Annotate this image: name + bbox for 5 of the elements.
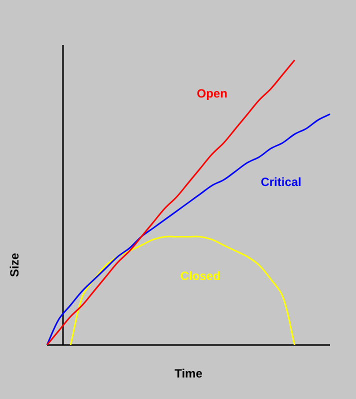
series-label: Closed xyxy=(180,268,220,283)
series-label: Critical xyxy=(260,174,302,189)
x-axis-title: Time xyxy=(174,366,203,380)
y-axis-title: Size xyxy=(7,252,22,278)
text: Open xyxy=(196,86,228,101)
